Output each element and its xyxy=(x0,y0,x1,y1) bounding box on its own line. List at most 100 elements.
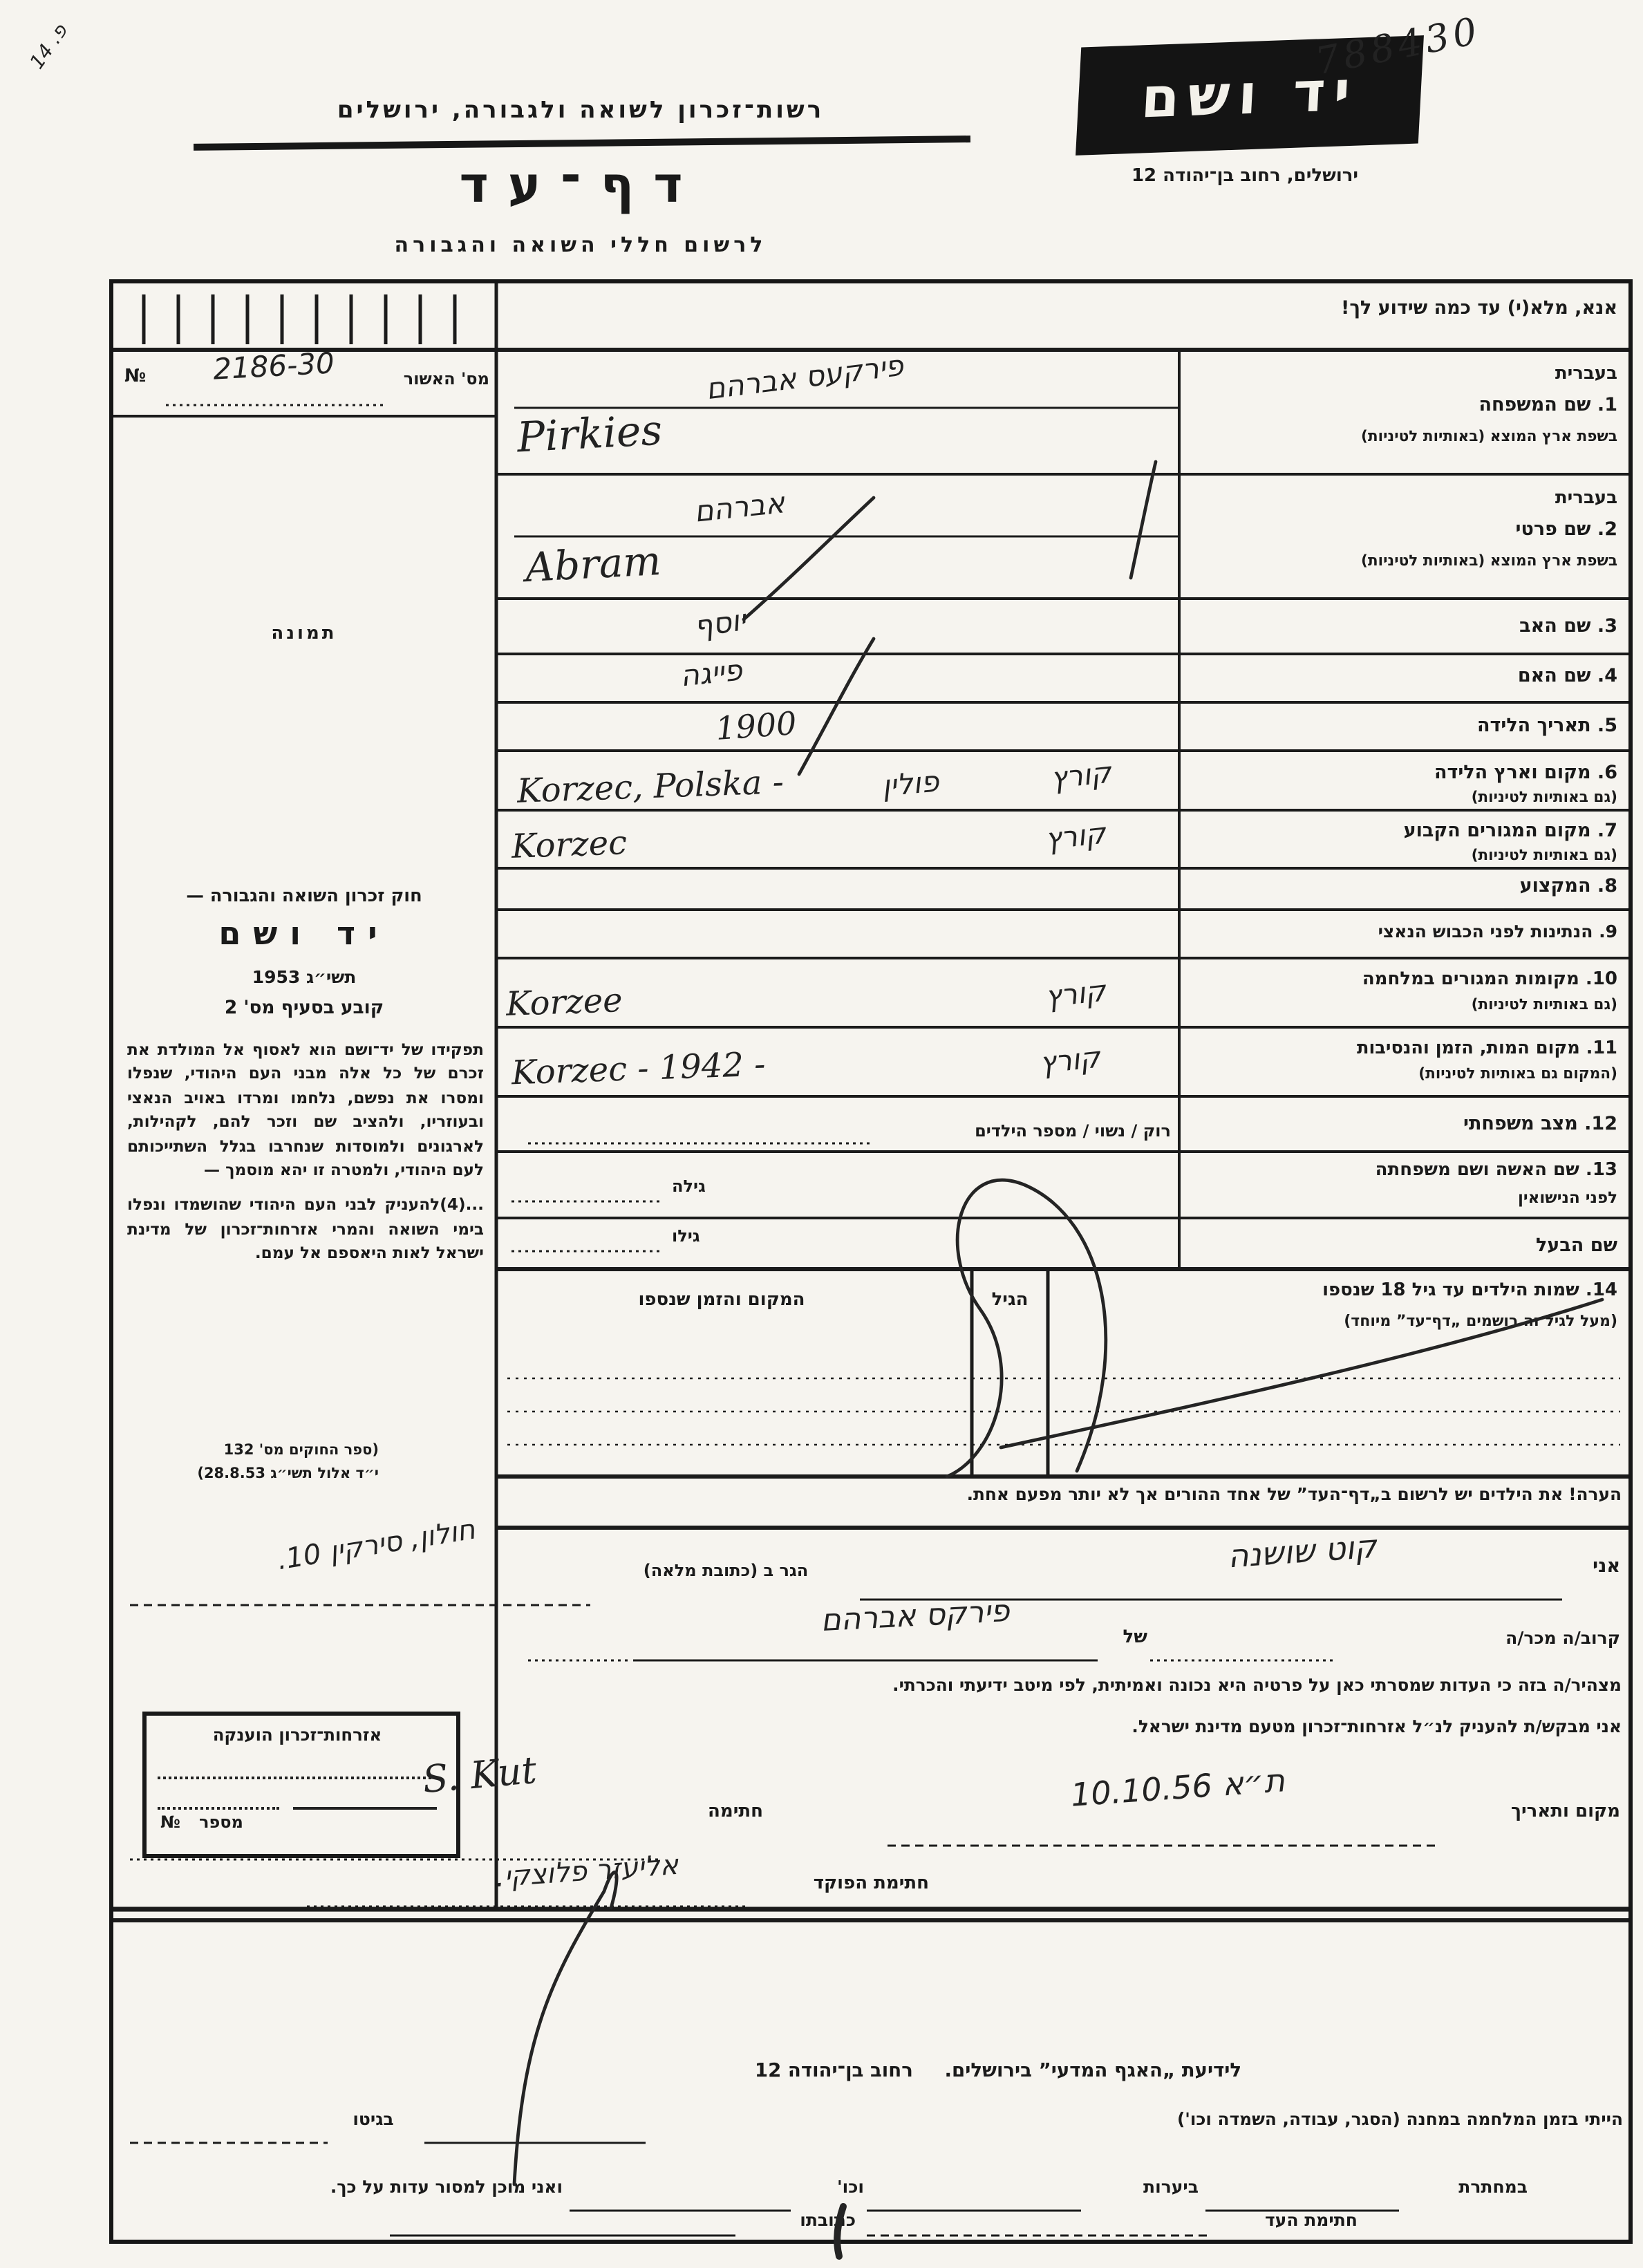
field-1-label: 1. שם המשפחה xyxy=(1478,394,1617,416)
declaration-text: מצהיר/ה בזה כי העדות שמסרתי כאן על פרטיה… xyxy=(892,1674,1622,1695)
given-name-latin-handwritten: Abram xyxy=(524,536,662,592)
science-branch-title-text: לידיעת „האגף המדעי” בירושלים. xyxy=(944,2060,1242,2082)
field-1-sublabel: בשפת ארץ המוצא (באותיות לטיניות) xyxy=(1361,427,1617,445)
residence-hebrew-handwritten: קורץ xyxy=(1043,816,1107,856)
field-4-label: 4. שם האם xyxy=(1517,665,1617,687)
field-10-sublabel: (גם באותיות לטיניות) xyxy=(1471,995,1617,1013)
of-label: של xyxy=(1123,1627,1147,1648)
in-ghetto-label: בגיטו xyxy=(353,2108,394,2129)
birth-place-hebrew-handwritten: קורץ xyxy=(1049,756,1113,796)
authority-underline xyxy=(193,135,971,151)
law-source-line1: (ספר החוקים מס' 132 xyxy=(223,1442,379,1459)
witness-signature-bottom-label: חתימת העד xyxy=(1264,2209,1358,2230)
given-name-hebrew-handwritten: אברהם xyxy=(692,486,787,529)
field-11-sublabel: (המקום גם באותיות לטיניות) xyxy=(1418,1065,1617,1083)
death-place-latin-handwritten: Korzec - 1942 - xyxy=(511,1044,767,1093)
citizenship-dotted-line xyxy=(158,1777,437,1779)
was-in-camp-label: הייתי בזמן המלחמה במחנה (הסגר, עבודה, הש… xyxy=(1176,2108,1623,2129)
field-2-sublabel: בשפת ארץ המוצא (באותיות לטיניות) xyxy=(1361,552,1617,570)
field-6-label: 6. מקום וארץ הלידה xyxy=(1434,762,1617,784)
children-note: הערה! את הילדים יש לרשום ב„דף־העד” של אח… xyxy=(507,1483,1622,1504)
children-age-column-header: הגיל xyxy=(991,1290,1029,1311)
ready-to-testify-label: ואני מוכן למסור עדות על כך. xyxy=(330,2176,563,2197)
science-branch-address: רחוב בן־יהודה 12 xyxy=(754,2060,913,2082)
citizenship-number-label: מספר xyxy=(199,1812,243,1832)
memorial-citizenship-box: אזרחות־זכרון הוענקה № מספר xyxy=(142,1712,460,1858)
witness-address-handwritten: חולון, סירקין 10. xyxy=(274,1512,478,1577)
law-section: קובע בסעיף מס' 2 xyxy=(224,998,384,1019)
approval-number-label: מס' האשור xyxy=(403,369,489,388)
witness-address-bottom-label: כתובתו xyxy=(800,2209,856,2230)
witness-name-handwritten: קוט שושנה xyxy=(1226,1529,1378,1576)
testimony-form: № 2186-30 מס' האשור תמונה חוק זכרון השוא… xyxy=(109,279,1633,2244)
etc-label: וכו' xyxy=(837,2176,864,2197)
relative-label: קרוב/ה מכר/ה xyxy=(1505,1627,1620,1648)
law-source-line2: י״ד אלול תשי״ג 28.8.53) xyxy=(197,1465,379,1482)
marital-status-options: רוק / נשוי / מספר הילדים xyxy=(975,1121,1171,1141)
children-names-column-subheader: (מעל לגיל זה רושמים „דף־עד” מיוחד) xyxy=(1344,1312,1617,1330)
science-branch-title: לידיעת „האגף המדעי” בירושלים. רחוב בן־יה… xyxy=(473,2060,1523,2082)
form-title: דף־עד xyxy=(459,158,702,214)
field-2-hebrew-label: בעברית xyxy=(1555,488,1617,509)
father-name-handwritten: יוסף xyxy=(692,603,748,644)
approval-number-handwritten: 2186-30 xyxy=(212,346,335,386)
photo-label: תמונה xyxy=(271,624,337,644)
field-5-label: 5. תאריך הלידה xyxy=(1476,715,1617,737)
office-address: ירושלים, רחוב בן־יהודה 12 xyxy=(1131,166,1359,187)
field-12-label: 12. מצב משפחתי xyxy=(1463,1113,1617,1135)
clerk-signature-handwritten: אליעזר פלוצקי. xyxy=(494,1847,679,1894)
declarant-i-label: אני xyxy=(1593,1555,1620,1577)
deceased-name-handwritten: פירקס אברהם xyxy=(820,1594,1011,1640)
citizenship-number-solid xyxy=(293,1807,437,1810)
birth-country-hebrew-handwritten: פולין xyxy=(881,765,941,803)
underground-label: במחתרת xyxy=(1458,2176,1528,2197)
signature-label: חתימה xyxy=(708,1801,763,1822)
birth-date-handwritten: 1900 xyxy=(714,706,798,749)
fill-in-instruction: אנא, מלא(י) עד כמה שידוע לך! xyxy=(1341,297,1617,319)
his-age-label: גילו xyxy=(672,1226,700,1246)
children-names-column-header: 14. שמות הילדים עד גיל 18 שנספו xyxy=(1322,1280,1617,1301)
field-13-sublabel: לפני הנישואין xyxy=(1518,1188,1617,1207)
registry-number-handwritten: 788430 xyxy=(1312,10,1485,84)
forests-label: ביערות xyxy=(1143,2176,1199,2197)
citizenship-numero-sign: № xyxy=(160,1812,180,1832)
citizenship-number-dotted xyxy=(158,1807,279,1810)
her-age-label: גילה xyxy=(672,1177,706,1196)
field-7-sublabel: (גם באותיות לטיניות) xyxy=(1471,846,1617,864)
corner-handwritten-mark: פ. 14 xyxy=(26,20,73,74)
field-7-label: 7. מקום המגורים הקבוע xyxy=(1403,820,1617,842)
law-title: חוק זכרון השואה והגבורה — xyxy=(186,886,422,907)
family-name-latin-handwritten: Pirkies xyxy=(516,406,664,463)
field-10-label: 10. מקומות המגורים במלחמה xyxy=(1362,969,1617,990)
authority-name: רשות־זכרון לשואה ולגבורה, ירושלים xyxy=(337,97,825,124)
death-place-hebrew-handwritten: קורץ xyxy=(1038,1040,1102,1080)
numero-sign: № xyxy=(124,366,147,387)
clerk-signature-label: חתימת הפוקד xyxy=(813,1873,929,1894)
residence-latin-handwritten: Korzec xyxy=(511,823,628,866)
field-8-label: 8. המקצוע xyxy=(1519,875,1617,897)
citizenship-granted-label: אזרחות־זכרון הוענקה xyxy=(212,1725,382,1745)
mother-name-handwritten: פייגה xyxy=(678,653,744,693)
children-place-column-header: המקום והזמן שנספו xyxy=(638,1290,805,1311)
field-6-sublabel: (גם באותיות לטיניות) xyxy=(1471,788,1617,806)
field-9-label: 9. הנתינות לפני הכבוש הנאצי xyxy=(1378,921,1617,941)
law-paragraph-1: תפקידו של יד־ושם הוא לאסוף אל המולדת את … xyxy=(127,1040,484,1179)
war-residence-latin-handwritten: Korzee xyxy=(505,981,623,1024)
form-subtitle: לרשום חללי השואה והגבורה xyxy=(394,232,767,257)
husband-name-label: שם הבעל xyxy=(1535,1235,1617,1257)
law-paragraph-2: ‏...(4)להעניק לבני העם היהודי שהושמדו ונ… xyxy=(127,1194,484,1263)
field-11-label: 11. מקום המות, הזמן והנסיבות xyxy=(1357,1038,1617,1059)
resides-at-label: הגר ב (כתובת מלאה) xyxy=(643,1561,809,1580)
birth-place-latin-handwritten: Korzec, Polska - xyxy=(516,762,785,811)
place-date-handwritten: ת״א 10.10.56 xyxy=(1069,1763,1286,1815)
law-year: תשי״ג 1953 xyxy=(252,966,357,987)
request-text: אני מבקש/ת להעניק לנ״ל אזרחות־זכרון מטעם… xyxy=(1132,1716,1622,1736)
field-2-label: 2. שם פרטי xyxy=(1515,518,1617,541)
field-1-hebrew-label: בעברית xyxy=(1555,364,1617,384)
war-residence-hebrew-handwritten: קורץ xyxy=(1043,974,1107,1014)
law-paragraphs: תפקידו של יד־ושם הוא לאסוף אל המולדת את … xyxy=(127,1038,484,1277)
place-and-date-label: מקום ותאריך xyxy=(1511,1801,1620,1822)
field-13-label: 13. שם האשה ושם משפחתה xyxy=(1375,1160,1617,1181)
